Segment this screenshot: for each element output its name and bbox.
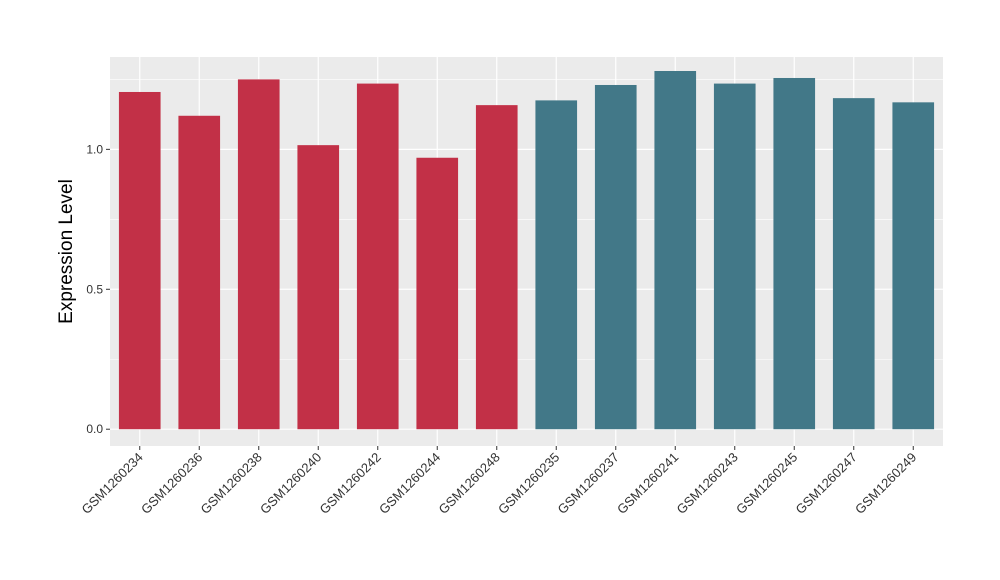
x-tick-label: GSM1260241 (614, 450, 681, 517)
bar-GSM1260243 (713, 83, 756, 430)
bars (118, 70, 935, 430)
x-tick-label: GSM1260238 (198, 450, 265, 517)
x-tick-label: GSM1260234 (79, 450, 146, 517)
x-tick-label: GSM1260235 (495, 450, 562, 517)
plot-panel (110, 57, 943, 446)
x-tick-label: GSM1260237 (555, 450, 622, 517)
x-tick-label: GSM1260242 (317, 450, 384, 517)
y-axis-title: Expression Level (56, 179, 77, 324)
bar-GSM1260237 (594, 84, 637, 430)
y-tick-label: 0.0 (86, 422, 103, 436)
bar-GSM1260234 (118, 91, 161, 430)
bar-GSM1260249 (892, 102, 935, 430)
y-tick-label: 1.0 (86, 142, 103, 156)
bar-GSM1260236 (178, 115, 221, 430)
x-tick-label: GSM1260245 (733, 450, 800, 517)
y-axis: 0.0 0.5 1.0 (86, 142, 110, 436)
bar-GSM1260241 (654, 70, 697, 430)
bar-GSM1260248 (475, 105, 518, 430)
x-tick-label: GSM1260240 (257, 450, 324, 517)
bar-GSM1260242 (356, 83, 399, 430)
x-tick-label: GSM1260247 (793, 450, 860, 517)
bar-GSM1260244 (416, 157, 459, 430)
x-tick-label: GSM1260236 (138, 450, 205, 517)
bar-GSM1260247 (832, 98, 875, 430)
x-tick-label: GSM1260244 (376, 450, 443, 517)
x-tick-label: GSM1260248 (436, 450, 503, 517)
bar-GSM1260245 (773, 77, 816, 430)
bar-GSM1260238 (237, 79, 280, 430)
bar-GSM1260240 (297, 145, 340, 430)
x-axis: GSM1260234GSM1260236GSM1260238GSM1260240… (79, 446, 919, 517)
x-tick-label: GSM1260249 (852, 450, 919, 517)
x-tick-label: GSM1260243 (674, 450, 741, 517)
y-tick-label: 0.5 (86, 282, 103, 296)
bar-GSM1260235 (535, 100, 578, 430)
